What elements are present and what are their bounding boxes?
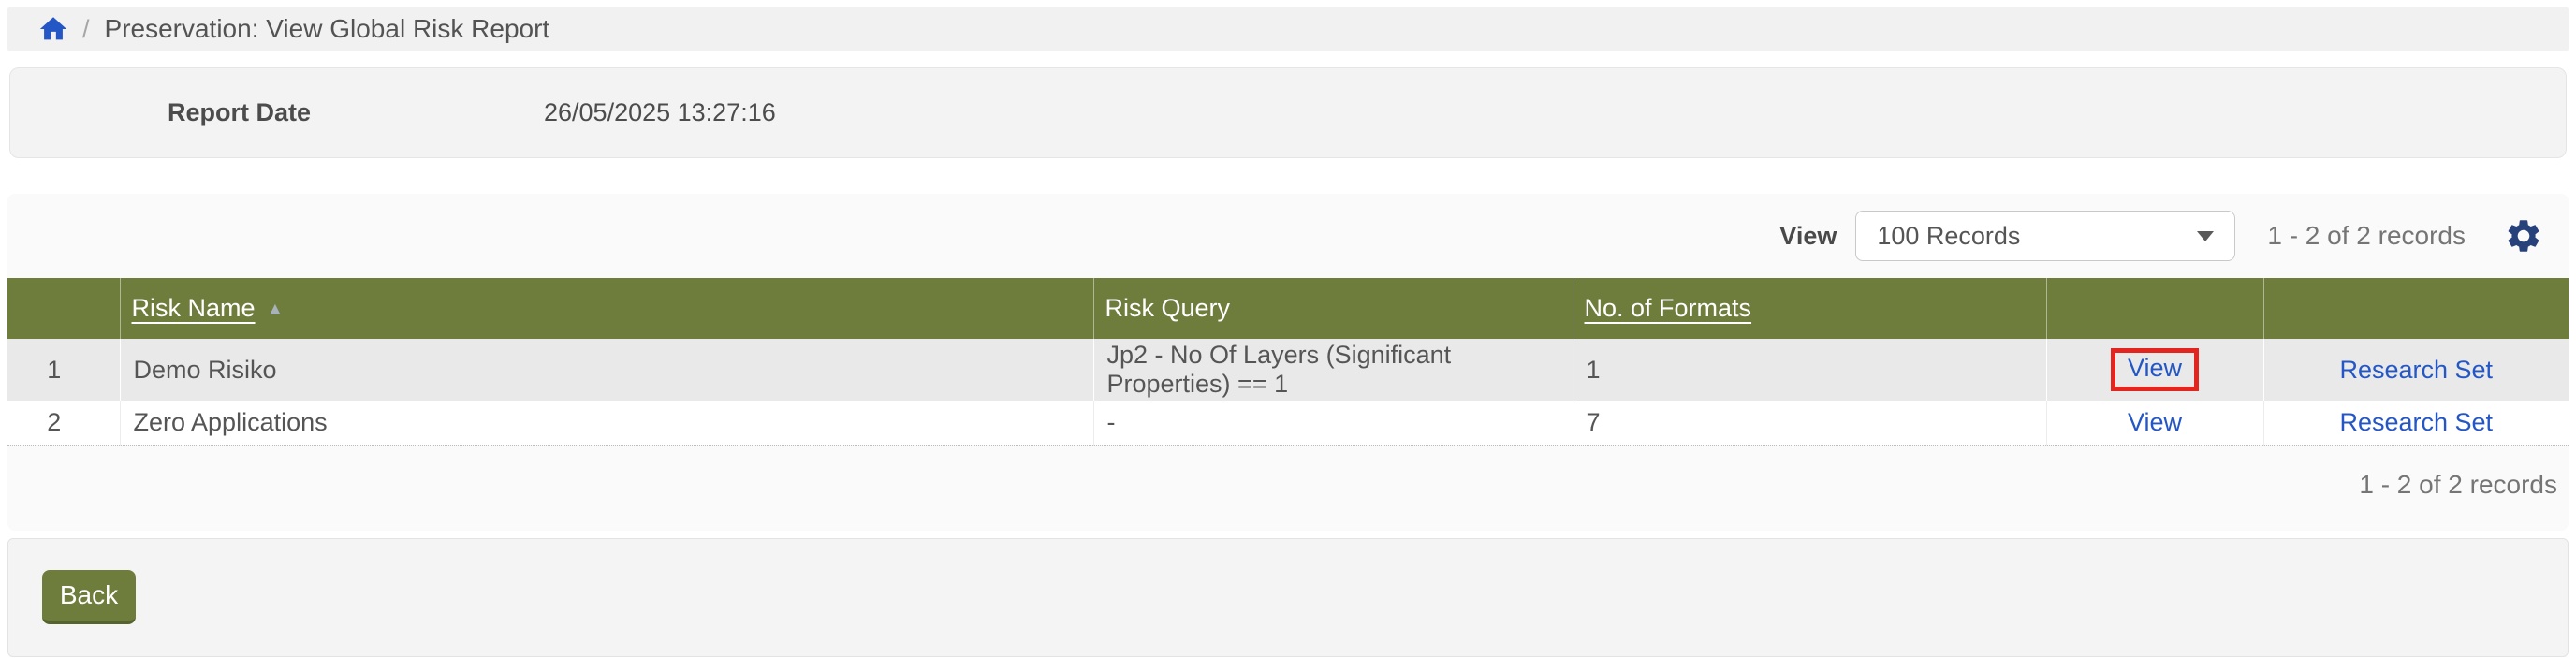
risk-report-table: Risk Name ▲ Risk Query No. of Formats 1 D… (7, 278, 2569, 446)
home-icon[interactable] (37, 13, 69, 45)
view-link[interactable]: View (2127, 354, 2183, 382)
page-title: Preservation: View Global Risk Report (104, 14, 550, 43)
risk-name-cell: Zero Applications (119, 401, 1093, 445)
records-per-page-value: 100 Records (1877, 221, 2021, 250)
results-section: View 100 Records 1 - 2 of 2 records Risk… (7, 194, 2569, 531)
risk-name-sort-label[interactable]: Risk Name (131, 294, 256, 322)
column-header-index (7, 278, 120, 339)
report-date-label: Report Date (168, 98, 312, 126)
report-date-value: 26/05/2025 13:27:16 (544, 98, 776, 126)
formats-count-cell: 7 (1572, 401, 2046, 445)
formats-sort-label[interactable]: No. of Formats (1584, 294, 1752, 322)
risk-name-cell: Demo Risiko (119, 339, 1093, 401)
breadcrumb-separator: / (82, 14, 90, 43)
risk-query-cell: - (1092, 401, 1573, 445)
column-header-risk-query: Risk Query (1092, 278, 1573, 339)
records-summary-top: 1 - 2 of 2 records (2267, 221, 2466, 250)
back-button[interactable]: Back (42, 569, 136, 624)
gear-icon (2508, 220, 2539, 252)
research-set-link[interactable]: Research Set (2339, 407, 2494, 436)
footer-action-bar: Back (7, 537, 2569, 657)
records-summary-bottom: 1 - 2 of 2 records (2359, 469, 2557, 499)
view-cell: View (2045, 401, 2263, 445)
column-header-view (2045, 278, 2263, 339)
column-header-no-of-formats[interactable]: No. of Formats (1572, 278, 2046, 339)
table-header-row: Risk Name ▲ Risk Query No. of Formats (7, 278, 2569, 339)
table-row: 1 Demo Risiko Jp2 - No Of Layers (Signif… (7, 339, 2569, 401)
highlight-annotation-box: View (2110, 348, 2200, 391)
research-set-link[interactable]: Research Set (2339, 355, 2494, 384)
view-cell: View (2045, 339, 2263, 401)
column-header-risk-name[interactable]: Risk Name ▲ (119, 278, 1093, 339)
risk-query-label: Risk Query (1105, 294, 1231, 322)
row-index: 1 (47, 355, 62, 384)
records-per-page-select[interactable]: 100 Records (1855, 211, 2236, 261)
view-label: View (1779, 221, 1837, 250)
table-controls: View 100 Records 1 - 2 of 2 records (7, 194, 2569, 278)
column-header-research-set (2262, 278, 2569, 339)
chevron-down-icon (2197, 230, 2215, 241)
formats-count-cell: 1 (1572, 339, 2046, 401)
sort-asc-icon: ▲ (266, 300, 285, 319)
research-set-cell: Research Set (2262, 339, 2569, 401)
breadcrumb: / Preservation: View Global Risk Report (7, 7, 2569, 51)
risk-query-cell: Jp2 - No Of Layers (Significant Properti… (1092, 339, 1573, 401)
table-row: 2 Zero Applications - 7 View Research Se… (7, 401, 2569, 445)
row-index: 2 (47, 407, 62, 436)
view-link[interactable]: View (2127, 407, 2183, 436)
research-set-cell: Research Set (2262, 401, 2569, 445)
report-date-panel: Report Date 26/05/2025 13:27:16 (9, 67, 2567, 158)
table-settings-button[interactable] (2503, 215, 2544, 256)
